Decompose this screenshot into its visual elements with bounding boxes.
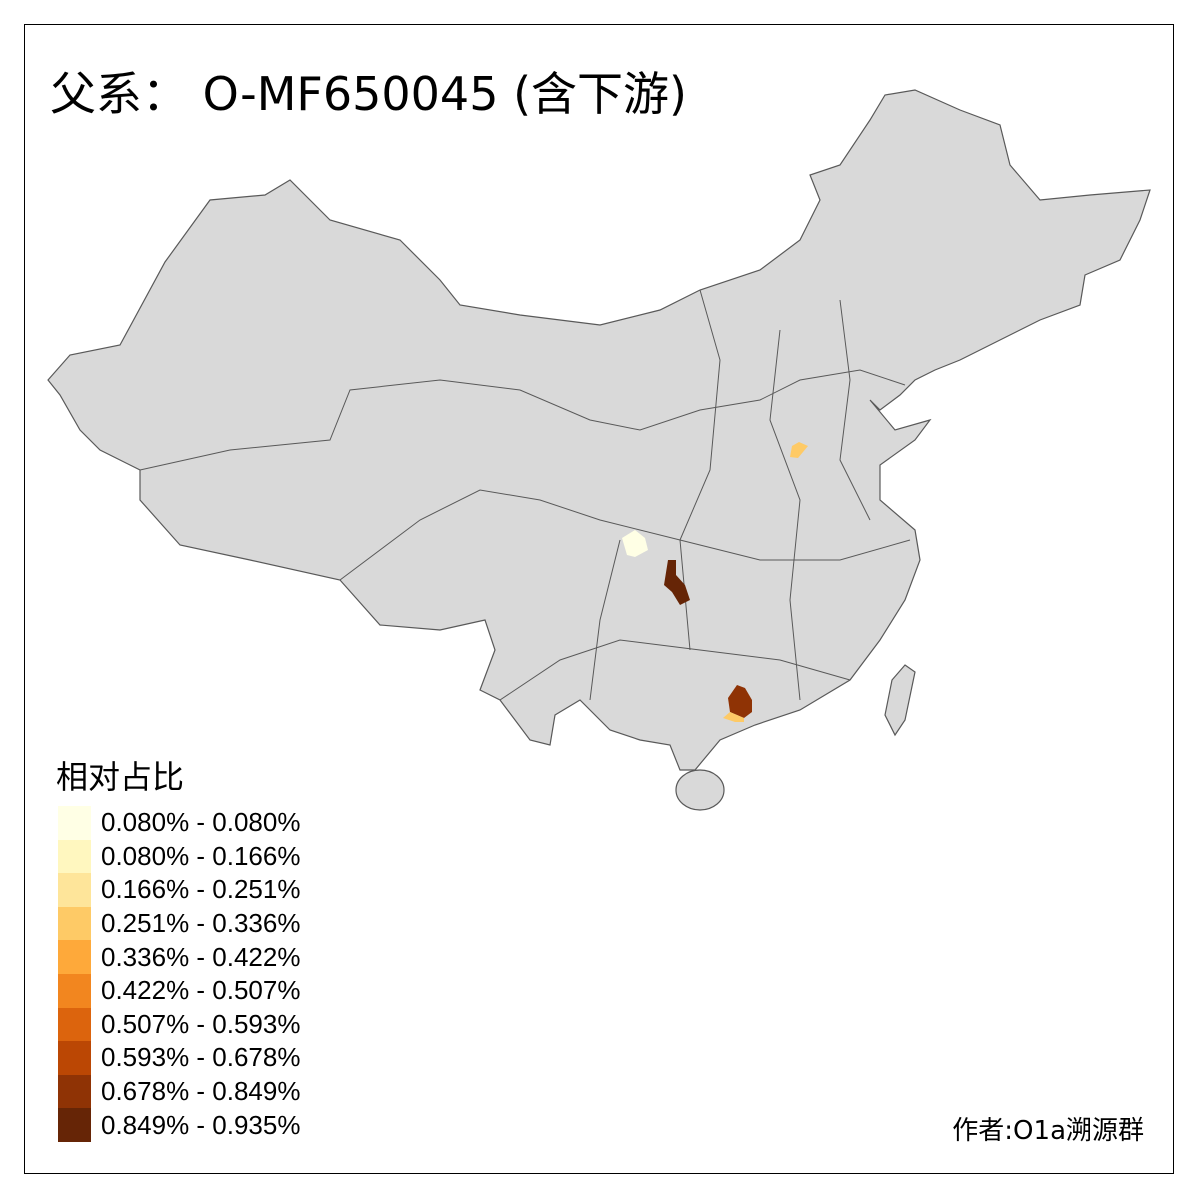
legend-swatch <box>58 1108 91 1142</box>
legend-item: 0.251% - 0.336% <box>58 906 301 941</box>
legend-label: 0.080% - 0.080% <box>101 807 301 838</box>
legend-item: 0.678% - 0.849% <box>58 1074 301 1109</box>
map-frame <box>24 24 1174 1174</box>
legend-label: 0.678% - 0.849% <box>101 1076 301 1107</box>
legend-label: 0.166% - 0.251% <box>101 874 301 905</box>
shaded-region-chongqing <box>664 560 690 605</box>
legend-swatch <box>58 806 91 840</box>
legend-label: 0.593% - 0.678% <box>101 1042 301 1073</box>
province-borders <box>139 289 911 701</box>
map-title: 父系： O-MF650045 (含下游) <box>50 67 687 121</box>
legend-item: 0.849% - 0.935% <box>58 1108 300 1142</box>
legend-label: 0.849% - 0.935% <box>101 1109 301 1140</box>
legend-item: 0.507% - 0.593% <box>58 1007 301 1042</box>
taiwan <box>884 664 916 737</box>
legend: 0.080% - 0.080% 0.080% - 0.166% 0.166% - 0… <box>58 806 300 1142</box>
legend-label: 0.251% - 0.336% <box>101 908 301 939</box>
hainan <box>675 769 725 811</box>
legend-swatch <box>58 906 91 941</box>
legend-swatch <box>58 1007 91 1042</box>
shaded-region-guangxi-east <box>728 685 752 718</box>
shaded-region-sichuan <box>622 530 648 557</box>
legend-item: 0.336% - 0.422% <box>58 940 300 974</box>
shaded-region-guangxi-south <box>723 712 744 722</box>
legend-item: 0.166% - 0.251% <box>58 873 300 907</box>
mainland-china <box>47 89 1151 771</box>
legend-swatch <box>58 873 91 907</box>
legend-swatch <box>58 839 91 874</box>
legend-item: 0.080% - 0.166% <box>58 839 301 874</box>
legend-title: 相对占比 <box>56 758 185 796</box>
legend-swatch <box>58 973 91 1008</box>
legend-item: 0.593% - 0.678% <box>58 1041 300 1075</box>
legend-swatch <box>58 940 91 974</box>
legend-item: 0.422% - 0.507% <box>58 973 301 1008</box>
legend-label: 0.080% - 0.166% <box>101 840 301 871</box>
legend-label: 0.422% - 0.507% <box>101 975 301 1006</box>
legend-label: 0.336% - 0.422% <box>101 941 301 972</box>
legend-label: 0.507% - 0.593% <box>101 1008 301 1039</box>
legend-swatch <box>58 1074 91 1109</box>
legend-swatch <box>58 1041 91 1075</box>
author-credit: 作者:O1a溯源群 <box>952 1116 1144 1146</box>
legend-item: 0.080% - 0.080% <box>58 806 300 840</box>
shaded-region-shandong <box>790 442 808 458</box>
